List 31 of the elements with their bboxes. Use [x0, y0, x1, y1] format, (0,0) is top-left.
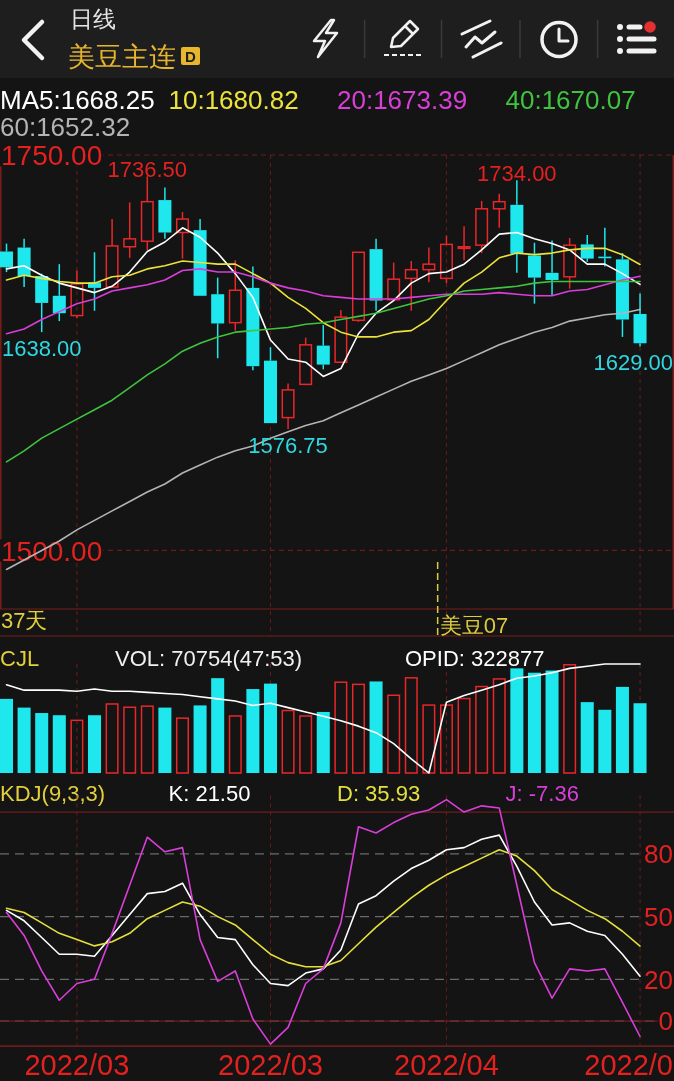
- x-tick-label: 2022/0: [584, 1049, 673, 1081]
- annotation: 1734.00: [477, 161, 557, 187]
- y-tick-label: 50: [644, 902, 673, 932]
- legend-label: K: 21.50: [168, 781, 251, 806]
- chart-title: KDJ(9,3,3): [0, 781, 106, 806]
- x-tick-label: 2022/03: [218, 1049, 323, 1081]
- chart-title: CJL: [0, 645, 40, 671]
- x-tick-label: 2022/03: [24, 1049, 130, 1081]
- legend-label: 10:1680.82: [168, 85, 299, 115]
- x-tick-label: 2022/04: [394, 1049, 499, 1081]
- legend-label: 40:1670.07: [505, 85, 636, 115]
- legend-label: 60:1652.32: [0, 112, 131, 142]
- y-tick-label: 20: [644, 964, 673, 995]
- annotation: VOL: 70754(47:53): [115, 645, 303, 671]
- annotation: 1736.50: [107, 157, 188, 183]
- annotation: D: [185, 47, 196, 65]
- y-tick-label: 80: [644, 839, 673, 870]
- chart-title: 美豆主连: [68, 42, 176, 72]
- legend-label: 20:1673.39: [337, 85, 468, 115]
- y-tick-label: 0: [658, 1006, 673, 1037]
- legend-label: OPID: 322877: [405, 645, 545, 671]
- legend-label: MA5:1668.25: [0, 85, 155, 115]
- legend-label: J: -7.36: [505, 781, 579, 806]
- annotation: 37天: [1, 608, 48, 633]
- ref-line-label: 美豆07: [439, 613, 509, 638]
- annotation: 1576.75: [248, 433, 328, 459]
- legend-label: D: 35.93: [337, 781, 421, 806]
- chart-subtitle: 日线: [70, 6, 116, 32]
- annotation: 1629.00: [593, 350, 673, 376]
- y-tick-label: 1750.00: [1, 140, 103, 172]
- annotation: 1638.00: [1, 336, 82, 362]
